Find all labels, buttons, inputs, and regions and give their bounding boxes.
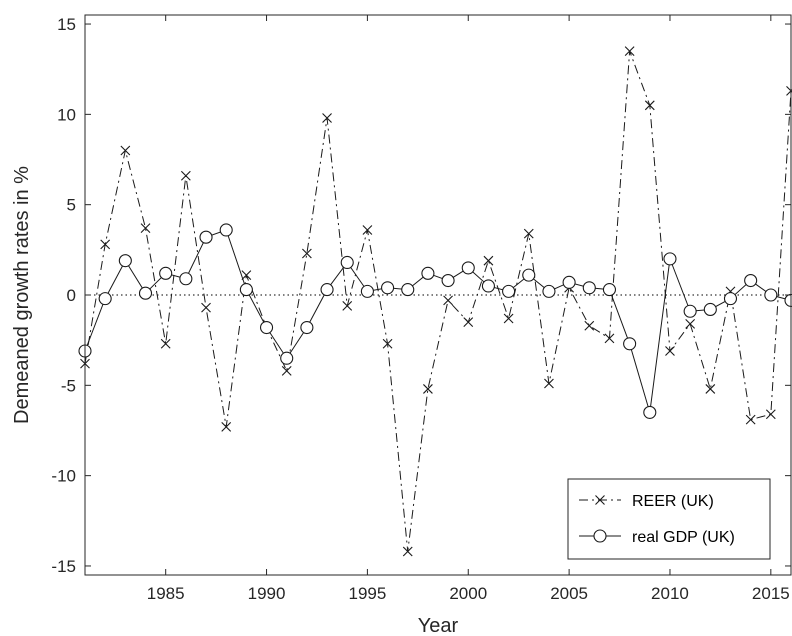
data-point-marker	[100, 239, 111, 250]
data-point-marker	[179, 272, 193, 286]
data-point-marker	[342, 300, 353, 311]
plot-area	[78, 14, 792, 576]
data-point-marker	[322, 113, 332, 123]
data-point-marker	[502, 284, 516, 298]
data-point-marker	[300, 320, 314, 335]
data-point-marker	[705, 384, 716, 394]
data-point-marker	[421, 266, 435, 280]
y-tick-label: 5	[67, 196, 76, 215]
data-point-marker	[423, 384, 433, 394]
data-point-marker	[522, 268, 536, 282]
data-point-marker	[98, 292, 112, 306]
data-point-marker	[259, 320, 274, 335]
data-point-marker	[623, 337, 637, 351]
data-point-marker	[481, 279, 495, 293]
data-point-marker	[483, 255, 494, 266]
y-tick-label: 10	[57, 105, 76, 124]
data-point-marker	[703, 302, 717, 317]
data-point-marker	[604, 333, 615, 344]
data-point-marker	[402, 546, 413, 557]
data-point-marker	[241, 270, 252, 281]
data-point-marker	[683, 304, 697, 318]
x-axis: 1985 1990 1995 2000 2005 2010 2015	[147, 15, 790, 603]
data-point-marker	[199, 230, 213, 244]
y-tick-label: -15	[51, 557, 76, 576]
data-point-marker	[523, 228, 534, 239]
data-point-marker	[463, 317, 474, 327]
data-point-marker	[624, 46, 635, 57]
data-point-marker	[201, 302, 211, 313]
data-point-marker	[745, 414, 756, 425]
series-line	[84, 50, 792, 552]
data-point-marker	[744, 273, 758, 288]
legend: REER (UK) real GDP (UK)	[567, 478, 771, 560]
data-point-marker	[542, 284, 556, 298]
x-tick-label: 2005	[550, 584, 588, 603]
series-layer	[78, 46, 792, 557]
data-point-marker	[503, 313, 514, 324]
data-point-marker	[562, 275, 576, 289]
data-point-marker	[118, 254, 132, 268]
data-point-marker	[582, 281, 596, 295]
data-point-marker	[301, 248, 312, 259]
data-point-marker	[160, 338, 171, 349]
data-point-marker	[138, 286, 153, 300]
series-real-gdp-uk	[78, 223, 792, 419]
data-point-marker	[340, 255, 354, 270]
series-reer-uk	[80, 46, 792, 557]
data-point-marker	[602, 283, 617, 297]
data-point-marker	[140, 223, 151, 234]
legend-entry: real GDP (UK)	[579, 529, 735, 546]
x-axis-title: Year	[418, 615, 459, 636]
data-point-marker	[544, 378, 554, 389]
x-tick-label: 1985	[147, 584, 185, 603]
x-tick-label: 1990	[248, 584, 286, 603]
legend-entry: REER (UK)	[579, 493, 714, 510]
data-point-marker	[443, 295, 453, 306]
legend-label: REER (UK)	[632, 493, 714, 510]
x-tick-label: 1995	[348, 584, 386, 603]
data-point-marker	[239, 283, 253, 297]
data-point-marker	[381, 281, 395, 295]
data-point-marker	[643, 405, 657, 419]
data-point-marker	[281, 365, 292, 376]
y-tick-label: 0	[67, 286, 76, 305]
data-point-marker	[644, 100, 655, 111]
data-point-marker	[120, 145, 131, 156]
x-tick-label: 2010	[651, 584, 689, 603]
data-point-marker	[382, 338, 393, 349]
data-point-marker	[723, 292, 738, 306]
y-tick-label: -10	[51, 467, 76, 486]
data-point-marker	[461, 261, 475, 275]
data-point-marker	[360, 284, 374, 298]
y-axis-title: Demeaned growth rates in %	[11, 166, 33, 424]
y-tick-label: 15	[57, 15, 76, 34]
data-point-marker	[320, 283, 334, 297]
x-tick-label: 2015	[752, 584, 790, 603]
legend-box	[567, 478, 771, 560]
legend-marker-sample	[595, 495, 605, 505]
data-point-marker	[441, 273, 455, 288]
data-point-marker	[221, 421, 232, 432]
data-point-marker	[765, 409, 776, 420]
data-point-marker	[685, 319, 696, 329]
data-point-marker	[764, 288, 778, 302]
legend-entries: REER (UK) real GDP (UK)	[579, 493, 735, 546]
legend-label: real GDP (UK)	[632, 529, 735, 546]
y-tick-label: -5	[61, 376, 76, 395]
data-point-marker	[663, 252, 677, 266]
data-point-marker	[219, 223, 233, 237]
data-point-marker	[584, 320, 595, 331]
data-point-marker	[665, 346, 675, 356]
x-tick-label: 2000	[449, 584, 487, 603]
data-point-marker	[401, 283, 415, 297]
data-point-marker	[362, 225, 373, 235]
data-point-marker	[280, 351, 294, 365]
data-point-marker	[180, 170, 191, 181]
y-axis: -15 -10 -5 0 5 10 15	[51, 15, 791, 576]
legend-marker-sample	[593, 529, 607, 543]
series-line	[84, 229, 792, 413]
data-point-marker	[159, 266, 173, 280]
